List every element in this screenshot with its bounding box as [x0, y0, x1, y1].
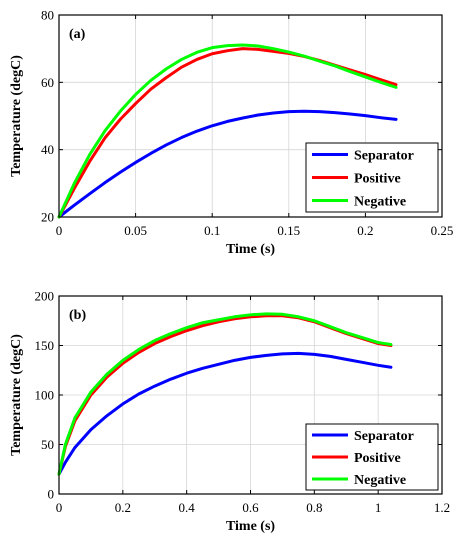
- y-tick-label: 20: [41, 210, 54, 225]
- panel-label: (a): [69, 27, 86, 42]
- panel-a: 0 0.05 0.1 0.15 0.2 0.25 20 40 60 80 (a) Time (s) Te…: [9, 8, 453, 258]
- x-tick-label: 0.05: [124, 223, 147, 238]
- legend-label-positive: Positive: [354, 172, 401, 187]
- series-line-negative: [57, 312, 393, 476]
- y-tick-label: 60: [41, 75, 54, 90]
- series-line-separator: [57, 109, 398, 219]
- y-tick-label: 150: [35, 338, 55, 353]
- y-tick-label: 50: [41, 437, 54, 452]
- y-tick-label: 40: [41, 142, 54, 157]
- y-tick-label: 0: [48, 487, 55, 502]
- x-axis-title: Time (s): [226, 242, 275, 257]
- y-tick-label: 80: [41, 8, 54, 23]
- y-tick-label: 100: [35, 388, 55, 403]
- x-tick-label: 0.1: [204, 223, 220, 238]
- x-axis-title: Time (s): [226, 519, 275, 534]
- x-tick-label: 1.2: [434, 500, 450, 515]
- x-tick-label: 0.15: [277, 223, 300, 238]
- legend-label-negative: Negative: [354, 473, 406, 488]
- legend-label-negative: Negative: [354, 195, 406, 210]
- x-tick-label: 0.2: [357, 223, 373, 238]
- legend: Separator Positive Negative: [305, 423, 439, 491]
- axes-box: [58, 295, 443, 495]
- y-tick-label: 200: [35, 289, 55, 304]
- legend: Separator Positive Negative: [305, 142, 439, 213]
- x-tick-label: 0: [56, 223, 63, 238]
- panel-label: (b): [69, 308, 86, 323]
- x-tick-label: 1: [375, 500, 382, 515]
- x-tick-label: 0.25: [431, 223, 454, 238]
- series-line-negative: [57, 43, 398, 219]
- panel-b: 0 0.2 0.4 0.6 0.8 1 1.2 0 50 100 150 200 (b) Time (s)…: [9, 289, 450, 535]
- series-line-separator: [57, 351, 393, 476]
- x-tick-label: 0.2: [115, 500, 131, 515]
- axes-box: [58, 14, 443, 218]
- legend-label-positive: Positive: [354, 451, 401, 466]
- legend-label-separator: Separator: [354, 149, 414, 164]
- y-axis-title: Temperature (degC): [9, 55, 24, 177]
- x-tick-label: 0.4: [179, 500, 196, 515]
- x-tick-label: 0.8: [306, 500, 322, 515]
- legend-label-separator: Separator: [354, 429, 414, 444]
- x-tick-label: 0: [56, 500, 63, 515]
- x-tick-label: 0.6: [242, 500, 259, 515]
- y-axis-title: Temperature (degC): [9, 334, 24, 456]
